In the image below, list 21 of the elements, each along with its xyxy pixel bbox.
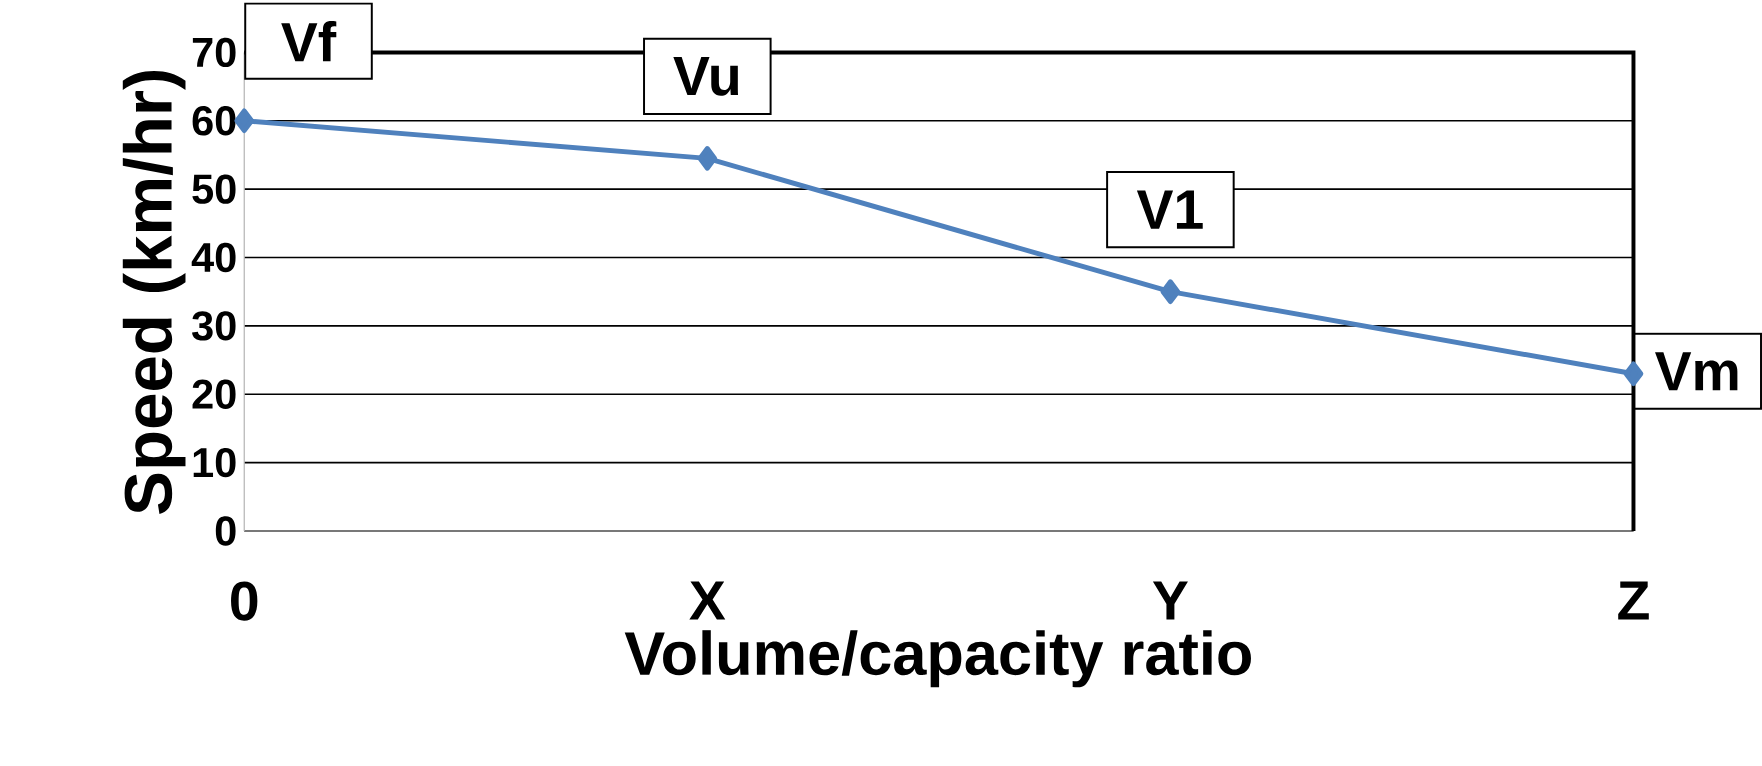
annotation: V1 (1136, 190, 1203, 229)
x-tick-label: X (689, 581, 726, 620)
point (234, 108, 255, 133)
y-tick-label: 70 (192, 37, 236, 67)
y-tick-label: 0 (215, 516, 236, 546)
point (1623, 361, 1644, 386)
point (1160, 279, 1181, 304)
x-tick-label: Z (1618, 581, 1649, 620)
y-tick-label: 40 (191, 242, 236, 273)
x-tick-label: Y (1152, 581, 1188, 620)
annotation: Vm (1655, 352, 1738, 391)
y-tick-label: 60 (192, 105, 236, 136)
y-axis-title: Speed (km/hr) (122, 70, 186, 514)
point (697, 145, 718, 171)
x-axis-title: Volume/capacity ratio (624, 630, 1251, 688)
y-tick-label: 20 (192, 379, 236, 409)
y-tick-label: 30 (192, 311, 236, 341)
annotation: Vu (673, 56, 739, 96)
y-tick-label: 10 (193, 447, 236, 478)
annotation: Vf (281, 20, 337, 62)
y-tick-label: 50 (192, 174, 236, 204)
